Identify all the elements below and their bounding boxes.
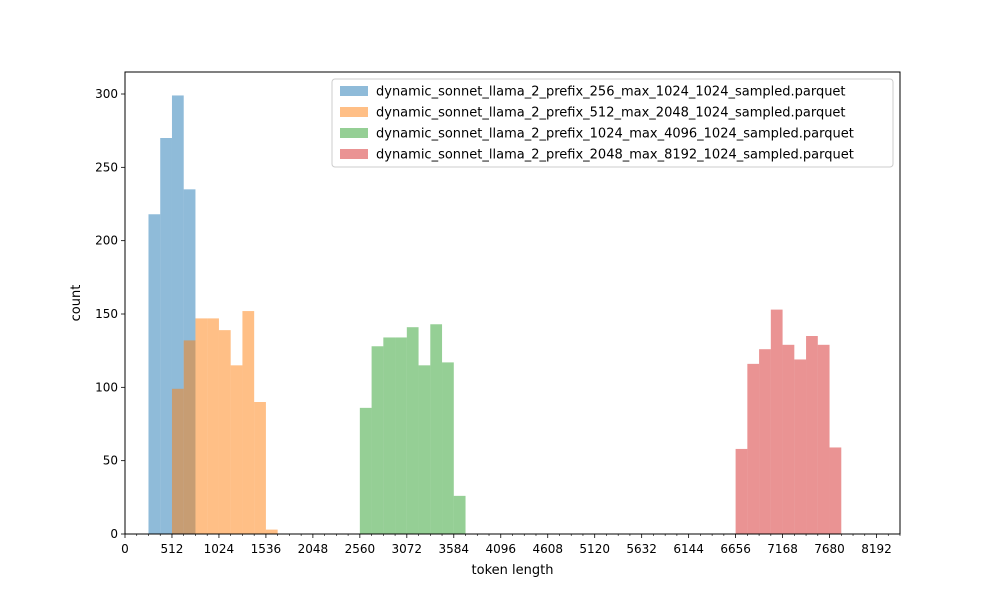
histogram-bar-series-4-bin-4 <box>770 309 783 534</box>
x-tick-label: 4096 <box>485 542 516 556</box>
x-tick-label: 6144 <box>673 542 704 556</box>
x-tick-label: 5120 <box>579 542 610 556</box>
y-tick-label: 150 <box>95 307 118 321</box>
histogram-bar-series-2-bin-3 <box>195 318 208 534</box>
x-tick-label: 512 <box>161 542 184 556</box>
histogram-bar-series-4-bin-3 <box>759 349 771 534</box>
histogram-bar-series-1-bin-2 <box>160 138 172 534</box>
legend-swatch-2 <box>340 107 368 117</box>
histogram-bar-series-3-bin-8 <box>442 362 454 534</box>
histogram-bar-series-3-bin-7 <box>430 324 443 534</box>
x-tick-label: 5632 <box>626 542 657 556</box>
histogram-bar-series-1-bin-3 <box>171 95 184 534</box>
histogram-bar-series-2-bin-5 <box>218 330 231 534</box>
x-tick-label: 1024 <box>204 542 235 556</box>
histogram-bar-series-2-bin-1 <box>171 388 184 534</box>
x-tick-label: 3584 <box>439 542 470 556</box>
y-tick-label: 100 <box>95 380 118 394</box>
histogram-bar-series-3-bin-9 <box>453 495 466 534</box>
histogram-bar-series-4-bin-6 <box>794 359 807 534</box>
histogram-bar-series-4-bin-1 <box>735 448 748 534</box>
legend-swatch-4 <box>340 149 368 159</box>
legend: dynamic_sonnet_llama_2_prefix_256_max_10… <box>331 78 894 168</box>
legend-swatch-1 <box>340 86 368 96</box>
x-axis-ticks: 0 512 1024 1536 2048 2560 3072 3584 4096 4608 5120… <box>121 534 901 556</box>
x-tick-label: 7168 <box>767 542 798 556</box>
legend-box <box>331 78 894 168</box>
bars-layer <box>148 95 842 535</box>
histogram-bar-series-4-bin-8 <box>817 344 830 534</box>
histogram-bar-series-2-bin-7 <box>242 311 255 534</box>
histogram-bar-series-3-bin-3 <box>383 337 396 534</box>
x-tick-label: 2048 <box>298 542 329 556</box>
x-tick-label: 1536 <box>251 542 282 556</box>
histogram-bar-series-3-bin-4 <box>395 337 407 534</box>
x-tick-label: 4608 <box>532 542 563 556</box>
legend-label-3: dynamic_sonnet_llama_2_prefix_1024_max_4… <box>376 127 854 142</box>
x-tick-label: 3072 <box>392 542 423 556</box>
histogram-bar-series-1-bin-1 <box>148 214 161 534</box>
y-axis-ticks: 0 50 100 150 200 250 300 <box>95 87 125 541</box>
legend-label-1: dynamic_sonnet_llama_2_prefix_256_max_10… <box>376 85 846 100</box>
y-tick-label: 250 <box>95 160 118 174</box>
x-tick-label: 0 <box>121 542 129 556</box>
histogram-bar-series-4-bin-7 <box>806 336 818 534</box>
histogram-bar-series-3-bin-2 <box>371 346 384 534</box>
x-axis-label: token length <box>472 563 554 578</box>
histogram-bar-series-2-bin-8 <box>254 402 266 534</box>
histogram-bar-series-4-bin-2 <box>747 363 760 534</box>
legend-swatch-3 <box>340 128 368 138</box>
histogram-bar-series-2-bin-6 <box>230 365 243 534</box>
y-tick-label: 0 <box>110 527 118 541</box>
y-axis-label: count <box>69 285 84 322</box>
histogram-bar-series-3-bin-6 <box>418 365 431 534</box>
histogram-bar-series-2-bin-9 <box>265 529 278 534</box>
legend-label-2: dynamic_sonnet_llama_2_prefix_512_max_20… <box>376 106 846 121</box>
histogram-bar-series-3-bin-5 <box>406 327 419 534</box>
y-tick-label: 200 <box>95 234 118 248</box>
y-tick-label: 300 <box>95 87 118 101</box>
x-tick-label: 6656 <box>720 542 751 556</box>
histogram-bar-series-2-bin-2 <box>183 340 196 534</box>
x-tick-label: 2560 <box>345 542 376 556</box>
x-tick-label: 7680 <box>814 542 845 556</box>
x-tick-label: 8192 <box>861 542 892 556</box>
y-tick-label: 50 <box>103 454 118 468</box>
histogram-bar-series-4-bin-5 <box>782 344 795 534</box>
legend-label-4: dynamic_sonnet_llama_2_prefix_2048_max_8… <box>376 148 854 163</box>
histogram-bar-series-4-bin-9 <box>829 447 842 534</box>
histogram-bar-series-3-bin-1 <box>359 407 372 534</box>
histogram-bar-series-2-bin-4 <box>207 318 219 534</box>
